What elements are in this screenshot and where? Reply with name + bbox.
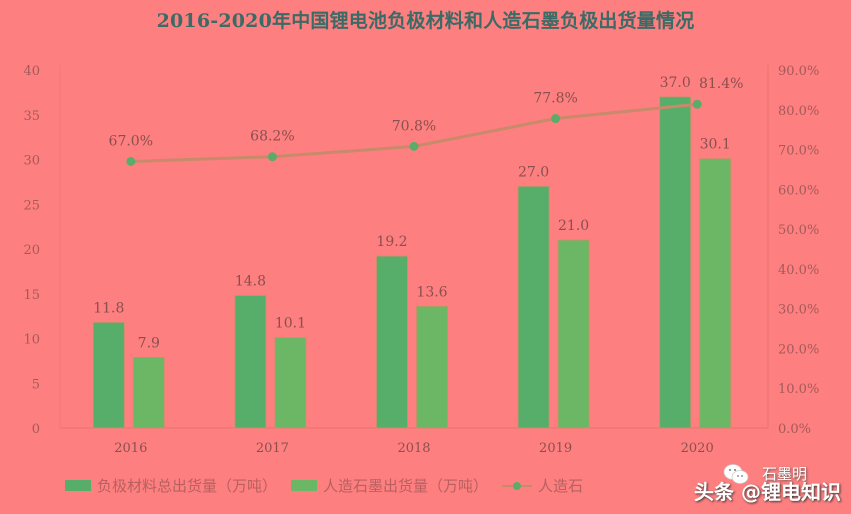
right-axis-tick: 20.0%	[778, 342, 819, 357]
bar-data-label: 10.1	[275, 316, 306, 332]
bar	[376, 255, 408, 429]
legend-label-total: 负极材料总出货量（万吨）	[97, 477, 278, 495]
bar	[517, 185, 550, 429]
legend-swatch-artificial	[291, 480, 318, 491]
legend-item-total: 负极材料总出货量（万吨）	[65, 475, 277, 496]
left-axis-tick: 30	[23, 154, 40, 169]
line-marker	[126, 156, 136, 166]
left-axis-tick: 20	[23, 243, 40, 258]
line-data-label: 67.0%	[109, 133, 153, 149]
watermark-sub: 石墨明	[762, 465, 808, 483]
line-data-label: 70.8%	[392, 118, 436, 134]
line-data-label: 77.8%	[533, 91, 577, 107]
wechat-icon	[723, 464, 749, 484]
x-axis-label: 2018	[397, 441, 430, 456]
bar-data-label: 30.1	[700, 137, 731, 153]
right-axis-tick: 80.0%	[778, 104, 819, 119]
legend-swatch-total	[65, 480, 91, 491]
right-axis-tick: 0.0%	[778, 422, 811, 437]
bar	[274, 337, 307, 429]
bar	[416, 305, 448, 429]
bar-data-label: 11.8	[93, 300, 124, 316]
x-axis-label: 2017	[256, 441, 289, 456]
x-axis-label: 2016	[114, 441, 147, 456]
bar-data-label: 37.0	[660, 75, 691, 91]
right-axis-tick: 90.0%	[778, 64, 819, 79]
bar	[234, 295, 267, 429]
bar	[659, 96, 692, 429]
bar	[557, 239, 590, 429]
bar-data-label: 14.8	[235, 274, 266, 290]
left-axis-tick: 10	[23, 333, 40, 348]
chart-title: 2016-2020年中国锂电池负极材料和人造石墨负极出货量情况	[156, 10, 695, 32]
bar-data-label: 7.9	[138, 335, 160, 351]
legend-line-marker-icon	[502, 480, 533, 491]
left-axis-tick: 40	[23, 64, 40, 79]
line-marker	[267, 152, 277, 162]
legend-item-artificial: 人造石墨出货量（万吨）	[291, 475, 488, 496]
chart-legend: 负极材料总出货量（万吨） 人造石墨出货量（万吨） 人造石	[65, 475, 589, 496]
legend-item-ratio: 人造石	[502, 475, 583, 496]
bar	[132, 356, 165, 429]
left-axis-tick: 35	[23, 109, 40, 124]
right-axis-tick: 50.0%	[778, 223, 819, 238]
line-marker	[409, 141, 419, 151]
line-marker	[692, 99, 702, 109]
left-axis-tick: 5	[32, 377, 40, 392]
legend-label-artificial: 人造石墨出货量（万吨）	[323, 477, 489, 495]
left-axis-tick: 0	[32, 422, 40, 437]
watermark: 头条 @锂电知识	[694, 480, 841, 504]
line-marker	[551, 114, 561, 124]
line-data-label: 68.2%	[250, 129, 294, 145]
bar	[92, 321, 125, 429]
right-axis-tick: 60.0%	[778, 183, 819, 198]
bar-data-label: 27.0	[518, 164, 549, 180]
left-axis-tick: 25	[23, 198, 40, 213]
right-axis-tick: 10.0%	[778, 382, 819, 397]
bar	[699, 158, 732, 429]
right-axis-tick: 40.0%	[778, 263, 819, 278]
right-axis-tick: 70.0%	[778, 144, 819, 159]
x-axis-label: 2019	[539, 441, 572, 456]
bar-data-label: 13.6	[416, 284, 447, 300]
left-axis-tick: 15	[23, 288, 40, 303]
bar-data-label: 19.2	[376, 234, 407, 250]
x-axis-label: 2020	[681, 441, 714, 456]
right-axis-tick: 30.0%	[778, 303, 819, 318]
line-data-label: 81.4%	[699, 76, 743, 92]
legend-label-ratio: 人造石	[538, 477, 584, 495]
bar-data-label: 21.0	[558, 218, 589, 234]
